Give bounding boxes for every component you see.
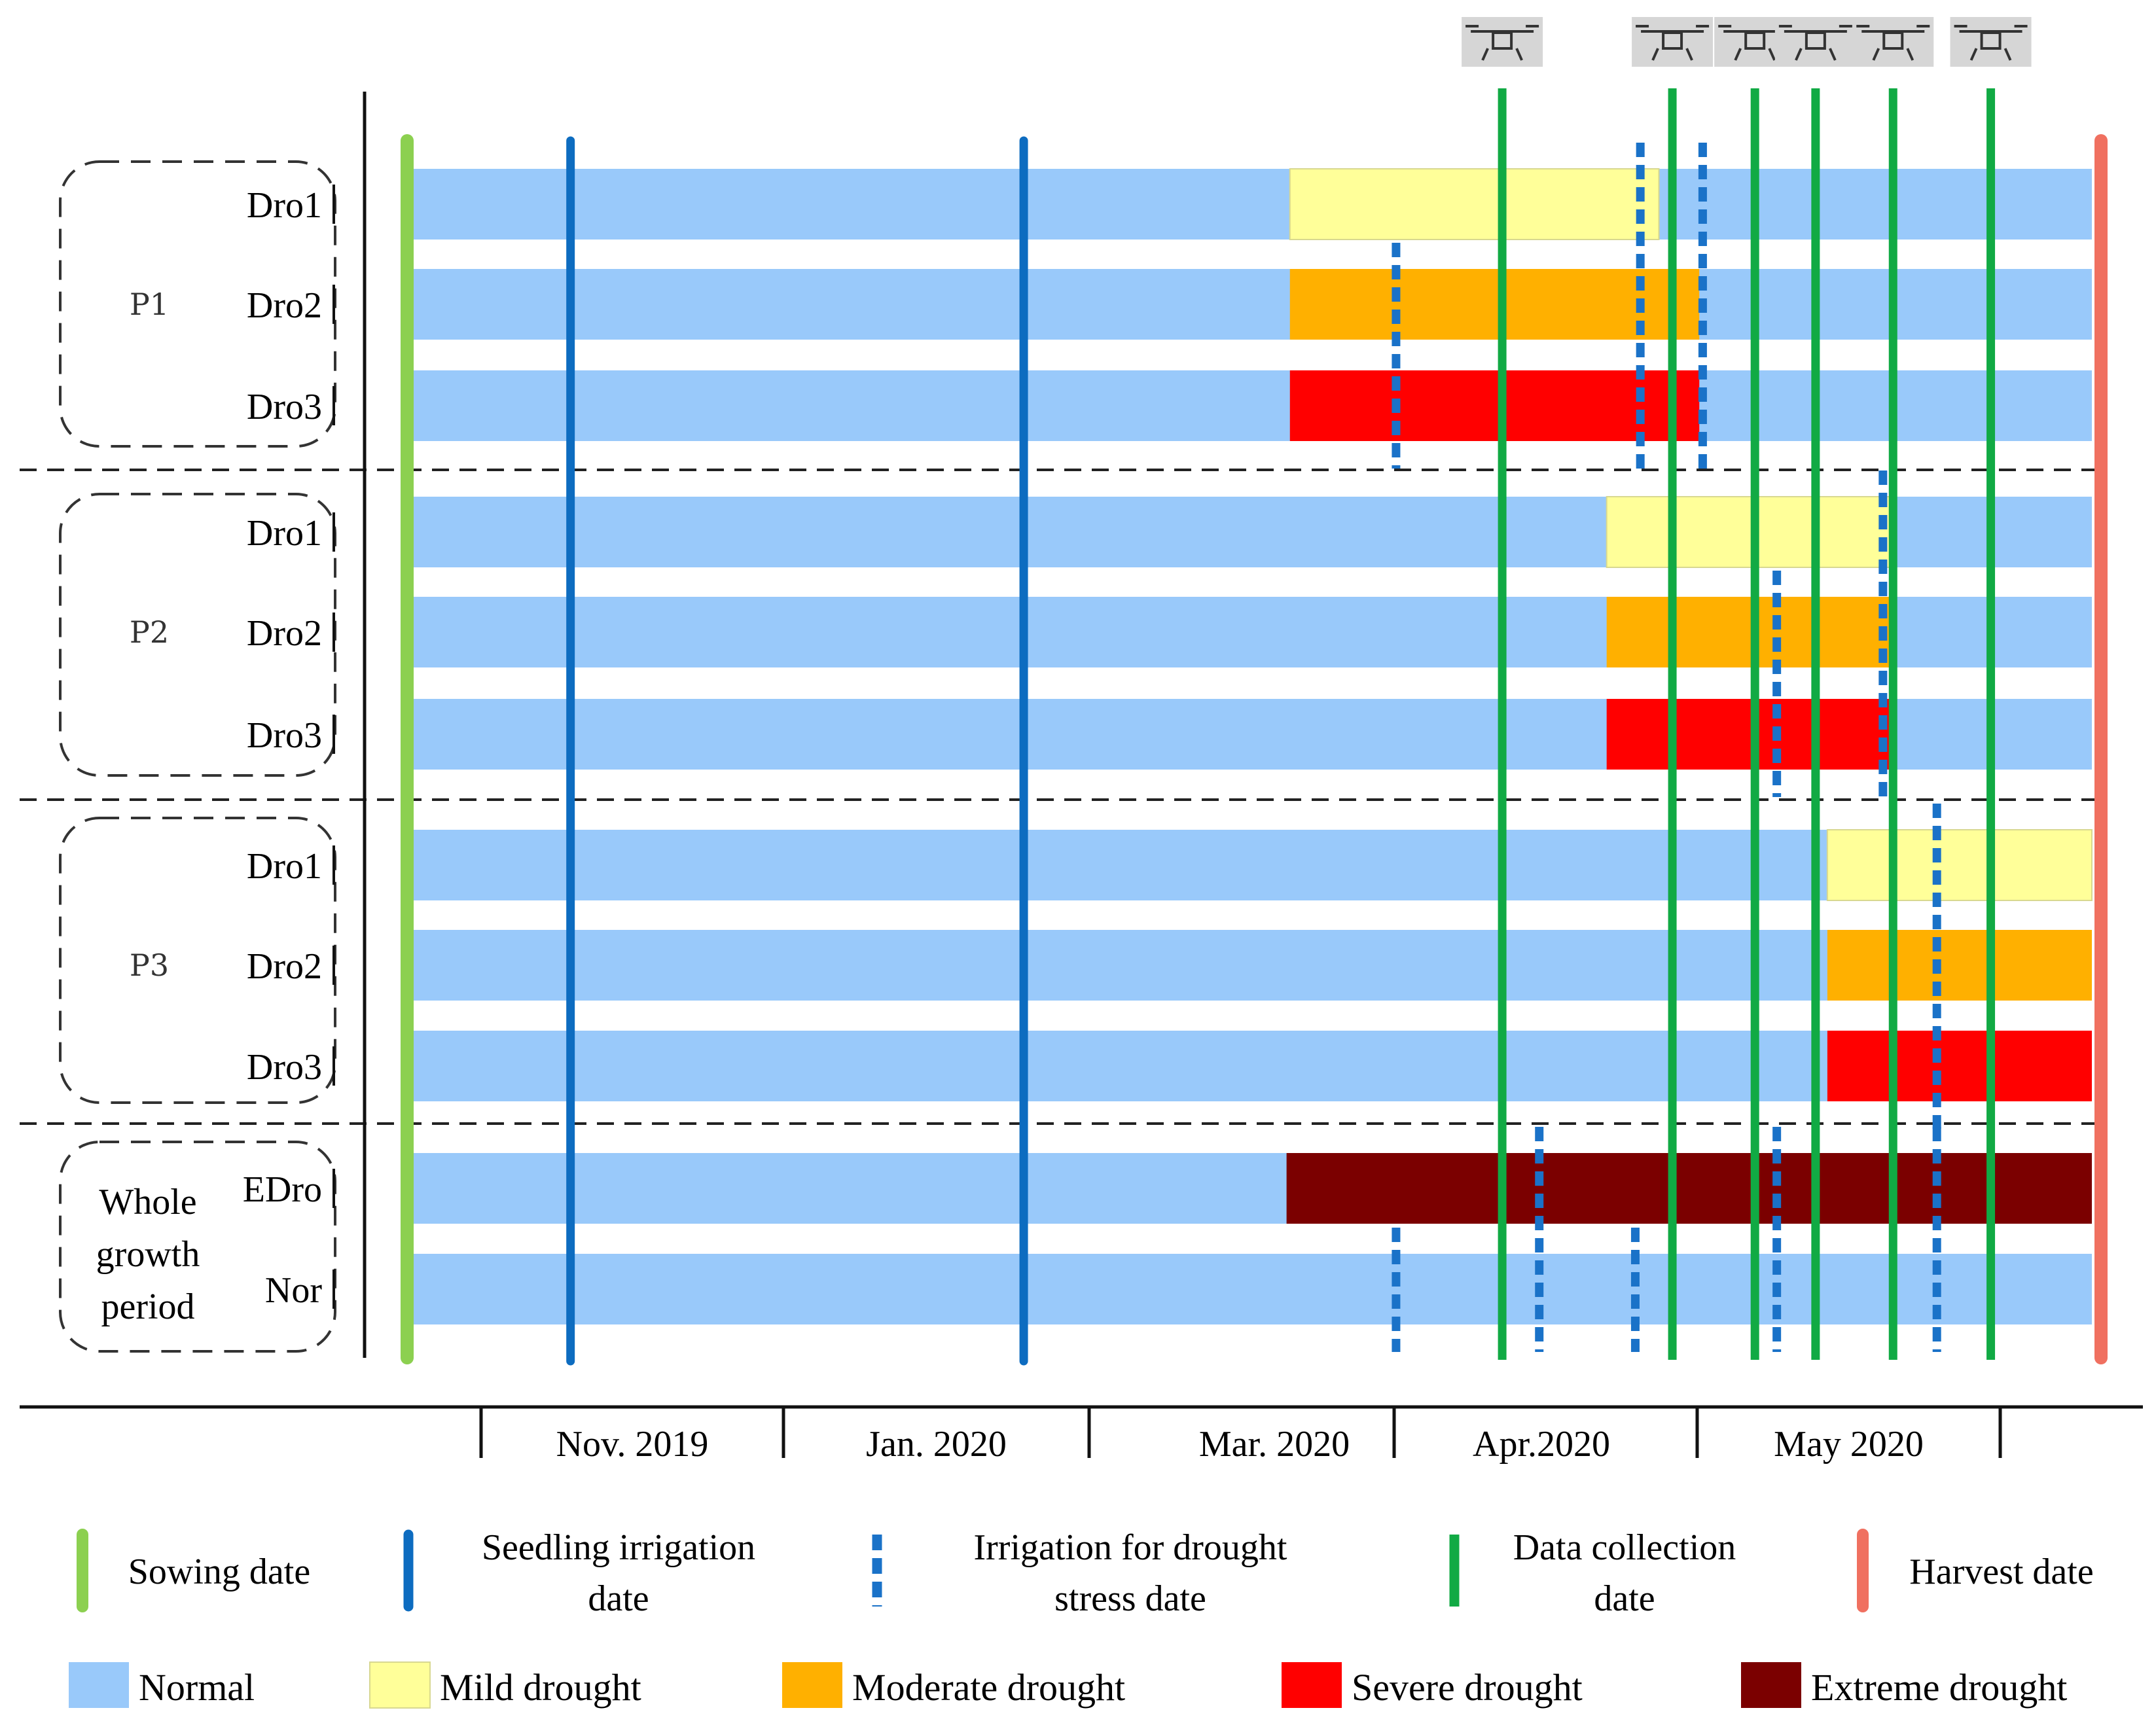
drone-icon-leg-left xyxy=(1651,48,1659,61)
group-label-p2: P2 xyxy=(130,614,169,650)
drone-icon-background xyxy=(1632,17,1714,67)
legend-extreme: Extreme drought xyxy=(1741,1662,2067,1709)
legend-normal: Normal xyxy=(69,1662,255,1709)
drone-icon-background xyxy=(1774,17,1856,67)
month-label-5: May 2020 xyxy=(1774,1424,1924,1465)
drone-icon-body xyxy=(1980,31,2002,50)
drone-icon xyxy=(1774,17,1856,67)
legend-drought_irrigation-label-1: Irrigation for drought xyxy=(974,1527,1287,1568)
legend-mild-label: Mild drought xyxy=(440,1666,641,1709)
legend-moderate-label: Moderate drought xyxy=(852,1666,1125,1709)
legend-severe: Severe drought xyxy=(1282,1662,1583,1709)
row-label-2-3: Dro3 xyxy=(247,715,322,756)
moderate-drought-bar-p2-dro2 xyxy=(1606,597,1890,667)
legend-severe-swatch xyxy=(1282,1662,1342,1708)
month-label-2: Jan. 2020 xyxy=(866,1424,1007,1465)
moderate-drought-bar-p1-dro2 xyxy=(1289,269,1700,340)
legend-severe-label: Severe drought xyxy=(1352,1666,1583,1709)
drone-icon-background xyxy=(1462,17,1543,67)
drone-icon-leg-left xyxy=(1969,48,1978,61)
drone-icon-leg-left xyxy=(1734,48,1742,61)
row-label-2-1: Dro1 xyxy=(247,513,322,554)
legend-extreme-swatch xyxy=(1741,1662,1801,1708)
normal-bar-whole-nor xyxy=(407,1254,2092,1324)
group-label-p1: P1 xyxy=(130,287,169,322)
drone-icon xyxy=(1632,17,1714,67)
legend-harvest: Harvest date xyxy=(1857,1529,2094,1612)
row-label-3-3: Dro3 xyxy=(247,1047,322,1088)
drone-icon xyxy=(1852,17,1934,67)
legend-drought_irrigation: Irrigation for drought stress date xyxy=(872,1527,1287,1619)
drone-icon-leg-right xyxy=(2003,48,2012,61)
row-label-1-2: Dro2 xyxy=(247,285,322,326)
moderate-drought-bar-p3-dro2 xyxy=(1827,930,2092,1001)
legend-sowing-label-1: Sowing date xyxy=(128,1552,310,1592)
legend-extreme-label: Extreme drought xyxy=(1811,1666,2067,1709)
drone-icon-body xyxy=(1744,31,1766,50)
group-label-whole-line-1: Whole xyxy=(99,1182,196,1222)
extreme-drought-bar-whole-edro xyxy=(1286,1153,2092,1224)
drone-icon xyxy=(1950,17,2032,67)
severe-drought-bar-p2-dro3 xyxy=(1606,699,1890,770)
legend-sowing: Sowing date xyxy=(77,1529,310,1612)
legend-moderate: Moderate drought xyxy=(782,1662,1125,1709)
drone-icon-body xyxy=(1805,31,1826,50)
drone-icon-leg-right xyxy=(1906,48,1914,61)
group-label-p3: P3 xyxy=(130,948,169,983)
mild-drought-bar-p1-dro1 xyxy=(1289,168,1660,240)
normal-bar-p3-dro3 xyxy=(407,1031,2092,1101)
drone-icon xyxy=(1462,17,1543,67)
group-label-whole-line-3: period xyxy=(101,1287,194,1327)
drone-icon-background xyxy=(1950,17,2032,67)
legend-drought_irrigation-label-2: stress date xyxy=(1054,1578,1206,1619)
month-label-1: Nov. 2019 xyxy=(556,1424,709,1465)
normal-bar-p3-dro1 xyxy=(407,830,2092,900)
legend-seedling-label-2: date xyxy=(588,1578,649,1619)
drone-icon-body xyxy=(1882,31,1904,50)
normal-bar-p1-dro2 xyxy=(407,269,2092,340)
group-box-4 xyxy=(59,1141,336,1353)
legend-normal-label: Normal xyxy=(139,1666,255,1709)
drone-icon-body xyxy=(1662,31,1683,50)
row-label-4-1: EDro xyxy=(243,1169,322,1210)
drone-icon-body xyxy=(1492,31,1513,50)
legend-data_collection-label-2: date xyxy=(1594,1578,1655,1619)
legend-seedling: Seedling irrigation date xyxy=(403,1527,755,1619)
normal-bar-p1-dro1 xyxy=(407,169,2092,240)
legend-data_collection: Data collection date xyxy=(1449,1527,1736,1619)
legend-harvest-label-1: Harvest date xyxy=(1909,1552,2093,1592)
legend-data_collection-label-1: Data collection xyxy=(1513,1527,1736,1568)
drone-icon-leg-left xyxy=(1795,48,1803,61)
row-label-3-2: Dro2 xyxy=(247,946,322,987)
row-label-3-1: Dro1 xyxy=(247,846,322,887)
legend-seedling-label-1: Seedling irrigation xyxy=(482,1527,755,1568)
drone-icon-leg-right xyxy=(1829,48,1837,61)
row-label-4-2: Nor xyxy=(265,1270,322,1311)
severe-drought-bar-p1-dro3 xyxy=(1289,370,1700,441)
normal-bar-p3-dro2 xyxy=(407,930,2092,1001)
legend-mild: Mild drought xyxy=(369,1661,641,1709)
month-label-3: Mar. 2020 xyxy=(1199,1424,1350,1465)
drone-icon-background xyxy=(1852,17,1934,67)
row-label-2-2: Dro2 xyxy=(247,613,322,654)
drone-icon-leg-right xyxy=(1685,48,1693,61)
mild-drought-bar-p3-dro1 xyxy=(1826,829,2093,901)
normal-bar-p1-dro3 xyxy=(407,370,2092,441)
severe-drought-bar-p3-dro3 xyxy=(1827,1031,2092,1101)
mild-drought-bar-p2-dro1 xyxy=(1606,496,1891,568)
group-label-whole-line-2: growth xyxy=(96,1234,200,1275)
drone-icon-leg-right xyxy=(1768,48,1776,61)
legend-normal-swatch xyxy=(69,1662,129,1708)
row-label-1-3: Dro3 xyxy=(247,387,322,427)
drone-icon-leg-left xyxy=(1872,48,1880,61)
legend-moderate-swatch xyxy=(782,1662,842,1708)
row-label-1-1: Dro1 xyxy=(247,185,322,226)
drone-icon-leg-right xyxy=(1515,48,1523,61)
legend-mild-swatch xyxy=(369,1661,431,1709)
drone-icon-leg-left xyxy=(1481,48,1489,61)
month-label-4: Apr.2020 xyxy=(1473,1424,1610,1465)
